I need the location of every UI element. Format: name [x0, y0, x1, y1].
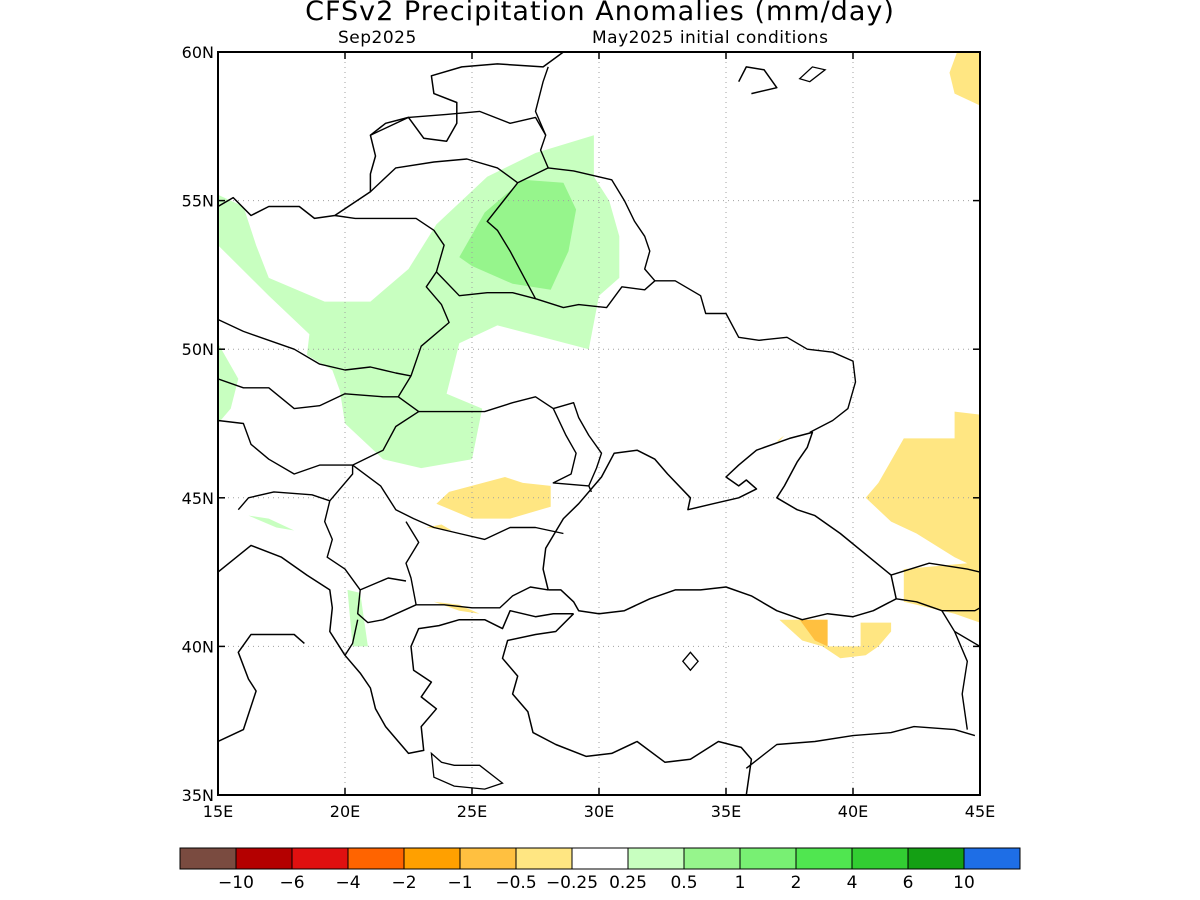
colorbar-label-9: 1: [735, 873, 746, 893]
x-tick-label-0: 15E: [203, 802, 233, 821]
country-border-11: [344, 619, 359, 656]
country-border-1: [218, 318, 412, 377]
country-border-13: [486, 167, 656, 300]
colorbar-swatch-2: [291, 847, 349, 870]
colorbar-label-10: 2: [791, 873, 802, 893]
colorbar-swatch-8: [627, 847, 685, 870]
x-tick-label-6: 45E: [965, 802, 995, 821]
coastline-4: [501, 613, 753, 795]
y-tick-label-3: 45N: [182, 489, 214, 508]
country-border-4: [418, 396, 593, 493]
country-border-6: [352, 464, 564, 541]
country-border-2: [218, 375, 412, 410]
coastline-6: [738, 66, 778, 95]
country-border-7: [405, 521, 549, 609]
page-title: CFSv2 Precipitation Anomalies (mm/day): [305, 0, 895, 27]
coastlines-and-borders: [218, 52, 980, 795]
colorbar-label-6: −0.25: [546, 873, 598, 893]
colorbar-swatch-1: [235, 847, 293, 870]
anomaly-shading: [218, 52, 980, 659]
anomaly-region-light-green-3: [347, 589, 368, 647]
country-border-5: [553, 402, 603, 487]
anomaly-region-light-green-1: [218, 343, 239, 424]
colorbar-swatch-11: [795, 847, 853, 870]
country-border-8: [357, 577, 417, 624]
coastline-3: [218, 633, 305, 743]
island-outline-0: [430, 751, 504, 790]
x-tick-label-3: 30E: [584, 802, 614, 821]
forecast-month: Sep2025: [338, 28, 417, 48]
anomaly-region-yellow-10: [779, 619, 892, 659]
colorbar-label-5: −0.5: [495, 873, 536, 893]
country-border-14: [369, 158, 519, 193]
grid-lines: [218, 52, 980, 795]
anomaly-region-yellow-12: [776, 435, 785, 442]
colorbar-swatch-0: [179, 847, 237, 870]
colorbar-swatch-5: [459, 847, 517, 870]
coastline-0: [218, 52, 564, 220]
y-tick-label-5: 35N: [182, 786, 214, 805]
y-tick-label-0: 60N: [182, 43, 214, 62]
colorbar: −10 −6 −4 −2 −1 −0.5 −0.25 0.25 0.5 1 2 4 6 10: [179, 847, 1021, 893]
colorbar-swatch-4: [403, 847, 461, 870]
colorbar-swatch-9: [683, 847, 741, 870]
coastline-5: [602, 52, 605, 53]
colorbar-swatch-13: [907, 847, 965, 870]
x-tick-label-5: 40E: [838, 802, 868, 821]
colorbar-label-0: −10: [218, 873, 254, 893]
axis-ticks: 15E 20E 25E 30E 35E 40E 45E 60N 55N 50N 45N 40N 35N: [182, 43, 996, 821]
colorbar-label-3: −2: [391, 873, 416, 893]
colorbar-label-4: −1: [447, 873, 472, 893]
colorbar-label-2: −4: [335, 873, 360, 893]
country-border-15: [370, 110, 549, 169]
colorbar-label-8: 0.5: [670, 873, 697, 893]
country-border-10: [329, 465, 354, 502]
coastline-1: [218, 544, 574, 755]
colorbar-label-7: 0.25: [609, 873, 647, 893]
colorbar-swatch-6: [515, 847, 573, 870]
plot-frame: [217, 51, 981, 796]
y-tick-label-2: 50N: [182, 340, 214, 359]
colorbar-swatch-14: [963, 847, 1021, 870]
island-outline-1: [681, 651, 699, 672]
x-tick-label-1: 20E: [330, 802, 360, 821]
anomaly-region-medium-green-4: [459, 179, 577, 290]
coastline-2: [542, 431, 897, 621]
colorbar-swatch-3: [347, 847, 405, 870]
x-tick-label-2: 25E: [457, 802, 487, 821]
country-border-17: [890, 562, 980, 576]
initial-conditions: May2025 initial conditions: [592, 28, 829, 48]
country-border-9: [237, 491, 361, 591]
colorbar-label-1: −6: [279, 873, 304, 893]
colorbar-label-12: 6: [903, 873, 914, 893]
colorbar-swatch-12: [851, 847, 909, 870]
anomaly-region-yellow-9: [865, 411, 980, 623]
country-border-20: [745, 725, 976, 769]
colorbar-label-11: 4: [847, 873, 858, 893]
country-border-21: [953, 631, 968, 730]
y-tick-label-4: 40N: [182, 637, 214, 656]
anomaly-region-yellow-8: [949, 52, 980, 106]
country-border-16: [534, 66, 549, 136]
anomaly-region-light-green-2: [248, 515, 295, 531]
colorbar-label-13: 10: [953, 873, 975, 893]
x-tick-label-4: 35E: [711, 802, 741, 821]
colorbar-swatch-7: [571, 847, 629, 870]
anomaly-region-yellow-7: [426, 524, 452, 531]
anomaly-region-orange-11: [799, 619, 828, 647]
colorbar-swatch-10: [739, 847, 797, 870]
island-outline-2: [798, 66, 827, 83]
country-border-3: [218, 396, 420, 475]
y-tick-label-1: 55N: [182, 192, 214, 211]
